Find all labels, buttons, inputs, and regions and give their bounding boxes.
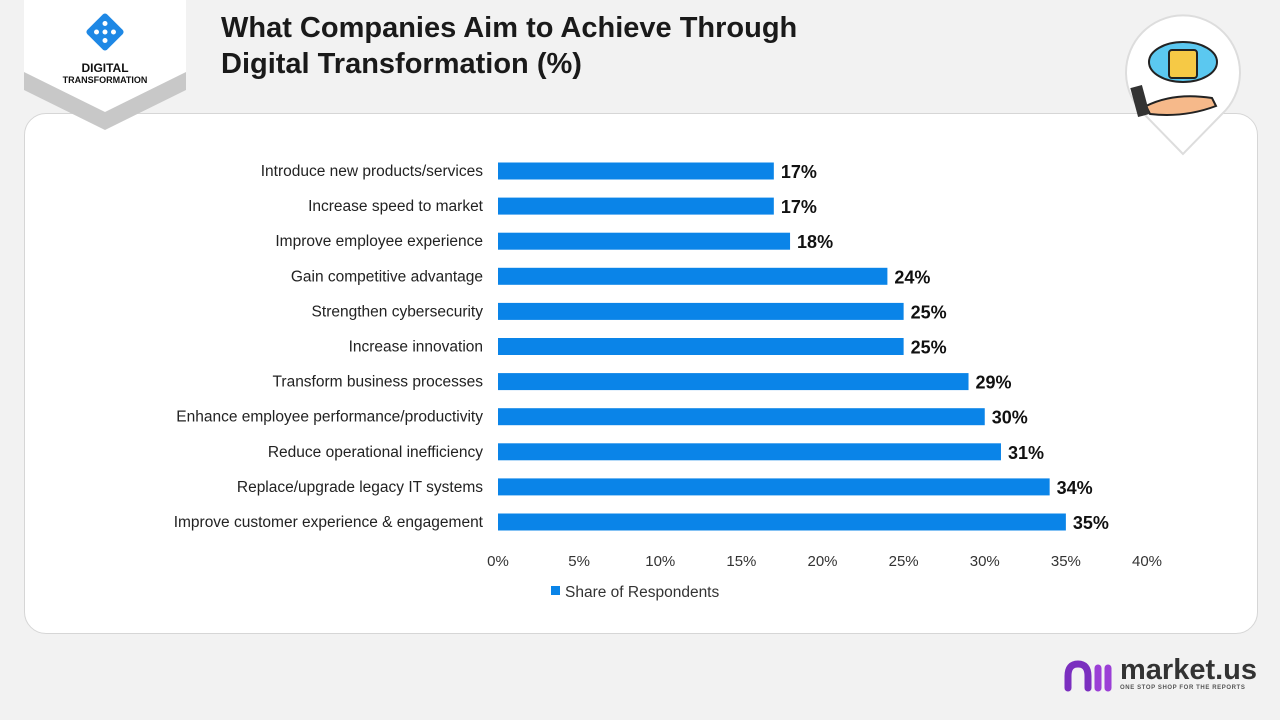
category-label: Improve customer experience & engagement	[174, 514, 484, 531]
bar	[498, 513, 1066, 531]
title-line-2: Digital Transformation (%)	[221, 48, 582, 80]
badge-line1: DIGITAL	[81, 61, 128, 75]
x-tick-label: 35%	[1051, 553, 1081, 570]
bar	[498, 338, 904, 355]
category-label: Strengthen cybersecurity	[312, 303, 484, 320]
bar	[498, 302, 904, 320]
data-label: 29%	[976, 373, 1012, 393]
bar	[498, 443, 1001, 461]
category-label: Reduce operational inefficiency	[268, 444, 483, 461]
market-us-logo-mark	[1064, 660, 1112, 692]
category-label: Introduce new products/services	[261, 163, 484, 180]
data-label: 31%	[1008, 443, 1044, 463]
bar	[498, 478, 1050, 496]
page-title: What Companies Aim to Achieve Through Di…	[221, 10, 921, 82]
data-label: 17%	[781, 197, 817, 217]
x-tick-label: 30%	[970, 553, 1000, 570]
brand-name: market.us	[1120, 654, 1258, 686]
data-label: 25%	[911, 302, 947, 322]
legend-swatch	[551, 586, 560, 595]
category-label: Increase speed to market	[308, 198, 484, 215]
data-label: 35%	[1073, 513, 1109, 533]
data-label: 17%	[781, 162, 817, 182]
x-tick-label: 40%	[1132, 553, 1162, 570]
badge-line2: TRANSFORMATION	[63, 75, 148, 85]
data-label: 25%	[911, 338, 947, 358]
category-label: Gain competitive advantage	[291, 268, 483, 285]
market-us-logo: market.us ONE STOP SHOP FOR THE REPORTS	[1062, 654, 1262, 694]
x-tick-label: 5%	[568, 553, 590, 570]
data-label: 24%	[894, 267, 930, 287]
x-tick-label: 10%	[645, 553, 675, 570]
data-label: 18%	[797, 232, 833, 252]
brand-tagline: ONE STOP SHOP FOR THE REPORTS	[1120, 685, 1246, 691]
x-tick-label: 15%	[726, 553, 756, 570]
data-label: 34%	[1057, 478, 1093, 498]
x-tick-label: 20%	[807, 553, 837, 570]
title-line-1: What Companies Aim to Achieve Through	[221, 12, 798, 44]
bar	[498, 408, 985, 426]
bar	[498, 373, 969, 391]
cloud-chip-hand-icon	[1124, 14, 1242, 159]
bar	[498, 162, 774, 180]
category-label: Transform business processes	[273, 374, 484, 391]
bar	[498, 267, 888, 285]
bar	[498, 232, 791, 250]
category-label: Enhance employee performance/productivit…	[176, 409, 483, 426]
x-tick-label: 0%	[487, 553, 509, 570]
category-label: Increase innovation	[349, 339, 483, 356]
digital-transformation-badge: DIGITAL TRANSFORMATION	[24, 0, 186, 130]
legend-label: Share of Respondents	[565, 584, 719, 601]
x-tick-label: 25%	[889, 553, 919, 570]
bar	[498, 197, 774, 215]
data-label: 30%	[992, 408, 1028, 428]
category-label: Improve employee experience	[275, 233, 483, 250]
circuit-chip-icon	[86, 13, 124, 51]
category-label: Replace/upgrade legacy IT systems	[237, 479, 483, 496]
